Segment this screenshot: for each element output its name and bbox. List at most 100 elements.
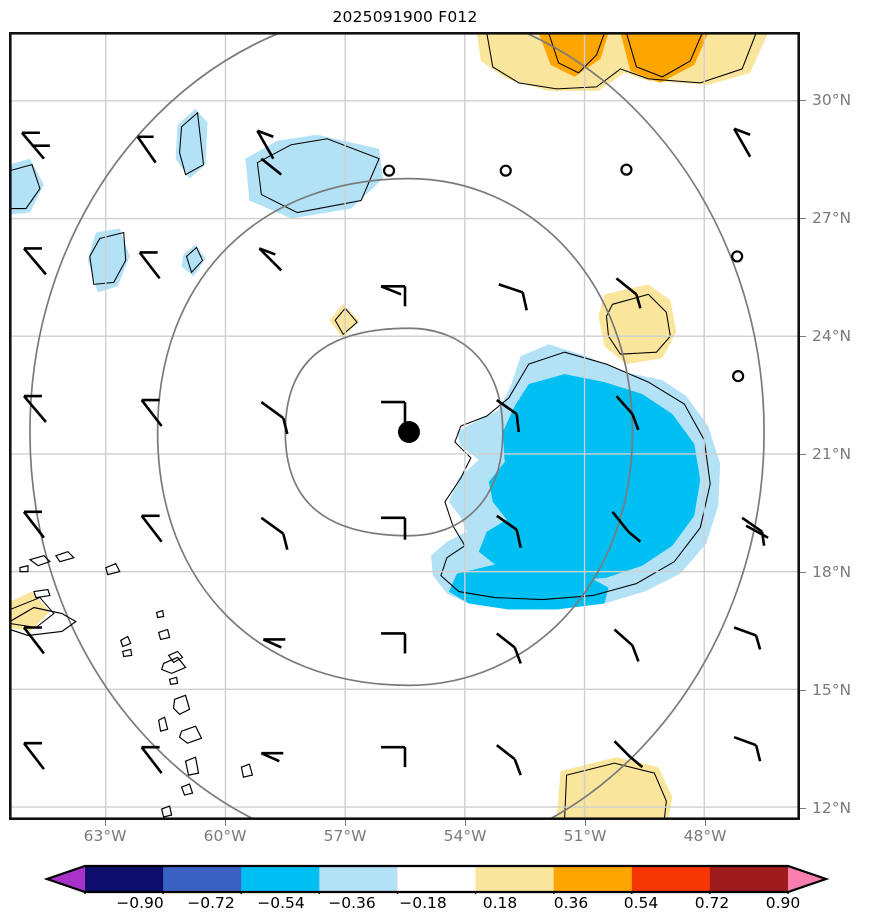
wind-barb bbox=[381, 516, 407, 540]
lon-tick bbox=[585, 820, 586, 826]
wind-barb bbox=[262, 638, 286, 649]
contour-fill-negative-weak bbox=[245, 134, 384, 219]
wind-barb bbox=[260, 751, 284, 763]
wind-barb bbox=[22, 394, 47, 423]
contour-fill-positive-weak bbox=[10, 591, 50, 632]
cbar-tick-0.90: 0.90 bbox=[765, 894, 801, 912]
wind-barb bbox=[741, 516, 766, 546]
range-ring-middle bbox=[156, 177, 634, 687]
contour-fill-positive-weak bbox=[598, 284, 677, 365]
calm-circle-icon bbox=[731, 250, 744, 263]
lon-label-51w: 51°W bbox=[563, 827, 607, 845]
wind-barb bbox=[22, 741, 45, 770]
contour-fill-negative-strong bbox=[448, 563, 609, 610]
page-title: 2025091900 F012 bbox=[332, 8, 478, 26]
wind-barb bbox=[140, 398, 163, 427]
filled-contours bbox=[10, 33, 769, 819]
wind-barb bbox=[745, 524, 769, 539]
contour-fill-positive-strong bbox=[538, 33, 609, 77]
cbar-tick--0.18: −0.18 bbox=[399, 894, 447, 912]
cbar-tick-0.72: 0.72 bbox=[694, 894, 730, 912]
calm-circle-icon bbox=[732, 370, 745, 383]
contour-fill-positive-weak bbox=[476, 33, 769, 91]
lat-label-21n: 21°N bbox=[812, 445, 852, 463]
range-ring-inner bbox=[284, 327, 504, 537]
contour-fill-positive-strong bbox=[620, 33, 709, 83]
wind-barb bbox=[496, 399, 520, 433]
wind-barb bbox=[136, 135, 157, 164]
colorbar-cell bbox=[319, 866, 398, 892]
colorbar-tick-labels: −0.90 −0.72 −0.54 −0.36 −0.18 0.18 0.36 … bbox=[0, 894, 873, 920]
wind-barb bbox=[140, 514, 163, 543]
lat-tick bbox=[800, 336, 806, 337]
colorbar-outline bbox=[43, 864, 830, 894]
lat-label-24n: 24°N bbox=[812, 327, 852, 345]
lon-tick bbox=[105, 820, 106, 826]
lon-tick bbox=[465, 820, 466, 826]
lon-label-63w: 63°W bbox=[83, 827, 127, 845]
map-svg bbox=[10, 33, 799, 819]
wind-barb bbox=[498, 283, 528, 311]
wind-barb bbox=[615, 395, 640, 431]
contour-fill-positive-weak bbox=[556, 757, 673, 819]
wind-barb bbox=[260, 401, 289, 435]
colorbar[interactable] bbox=[9, 864, 864, 894]
lat-label-12n: 12°N bbox=[812, 799, 852, 817]
contour-lines bbox=[10, 33, 757, 819]
colorbar-extend-low bbox=[47, 866, 85, 892]
wind-barb bbox=[733, 735, 762, 762]
wind-barb bbox=[260, 157, 283, 176]
plot-border bbox=[10, 33, 799, 819]
wind-barb bbox=[613, 628, 640, 662]
wind-barb bbox=[496, 514, 522, 548]
wind-barb bbox=[611, 510, 642, 543]
wind-barb bbox=[381, 400, 407, 425]
calm-wind-markers bbox=[382, 163, 745, 383]
lat-tick bbox=[800, 454, 806, 455]
range-ring-outer bbox=[29, 33, 765, 819]
wind-barb bbox=[733, 127, 752, 158]
wind-barb bbox=[260, 516, 289, 550]
wind-barb bbox=[613, 740, 644, 769]
cbar-tick--0.72: −0.72 bbox=[187, 894, 235, 912]
contour-fill-negative-strong bbox=[478, 374, 701, 582]
wind-barb bbox=[381, 745, 407, 768]
lon-label-57w: 57°W bbox=[323, 827, 367, 845]
lat-label-27n: 27°N bbox=[812, 209, 852, 227]
map-plot-area[interactable] bbox=[9, 32, 800, 820]
lat-tick bbox=[800, 690, 806, 691]
colorbar-cell bbox=[553, 866, 633, 892]
cbar-tick--0.54: −0.54 bbox=[257, 894, 305, 912]
lat-label-18n: 18°N bbox=[812, 563, 852, 581]
colorbar-cell bbox=[397, 866, 477, 892]
wind-barb bbox=[20, 131, 50, 160]
lat-tick bbox=[800, 808, 806, 809]
lon-label-54w: 54°W bbox=[443, 827, 487, 845]
colorbar-svg bbox=[43, 864, 830, 894]
cbar-tick--0.36: −0.36 bbox=[328, 894, 376, 912]
storm-center-marker[interactable] bbox=[398, 421, 420, 443]
lat-label-15n: 15°N bbox=[812, 681, 852, 699]
lon-tick bbox=[345, 820, 346, 826]
wind-barb bbox=[22, 510, 45, 539]
lat-label-30n: 30°N bbox=[812, 91, 852, 109]
lon-tick bbox=[225, 820, 226, 826]
lon-label-60w: 60°W bbox=[203, 827, 247, 845]
wind-barb bbox=[258, 247, 283, 272]
colorbar-cells bbox=[47, 866, 826, 894]
cbar-tick--0.90: −0.90 bbox=[116, 894, 164, 912]
colorbar-cell bbox=[241, 866, 320, 892]
colorbar-cell bbox=[631, 866, 711, 892]
wind-barb bbox=[495, 744, 522, 776]
lon-label-48w: 48°W bbox=[683, 827, 727, 845]
lat-tick bbox=[800, 100, 806, 101]
wind-barb bbox=[733, 626, 762, 650]
cbar-tick-0.54: 0.54 bbox=[623, 894, 659, 912]
lat-tick bbox=[800, 572, 806, 573]
calm-circle-icon bbox=[620, 163, 633, 176]
wind-barbs bbox=[20, 127, 769, 776]
coastlines bbox=[10, 550, 254, 818]
contour-fill-negative-weak bbox=[10, 158, 44, 215]
colorbar-extend-high bbox=[788, 866, 826, 892]
